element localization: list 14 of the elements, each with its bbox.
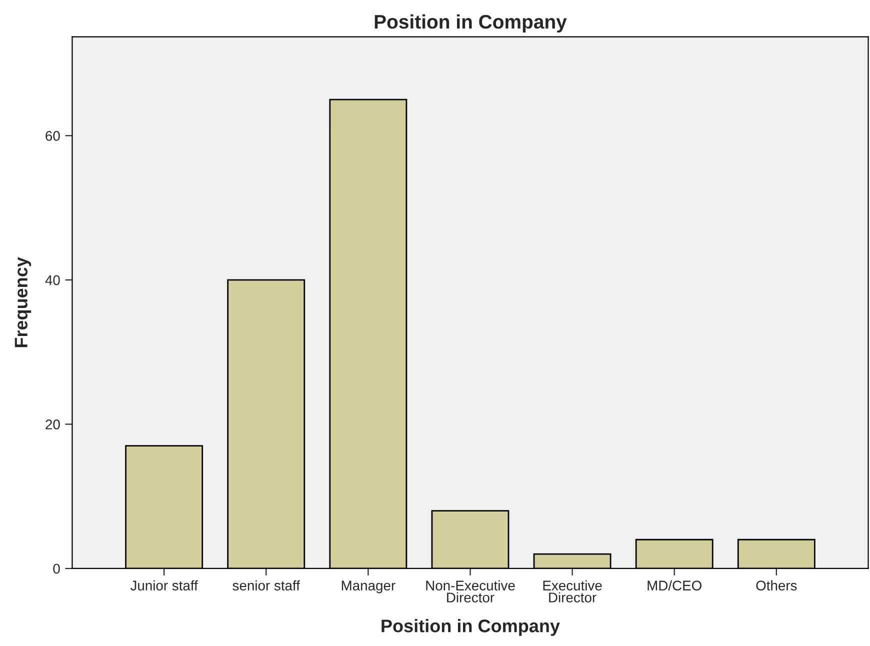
x-tick-label: Executive Director bbox=[543, 580, 602, 602]
y-tick-label: 40 bbox=[45, 275, 60, 286]
y-tick-label: 20 bbox=[46, 420, 60, 430]
x-tick-label: Non-Executive Director bbox=[426, 580, 515, 602]
x-axis-title: Position in Company bbox=[382, 619, 560, 636]
y-axis-title: Frequency bbox=[14, 257, 32, 348]
x-tick-label: MD/CEO bbox=[648, 580, 702, 590]
x-tick-label: Junior staff bbox=[130, 580, 198, 590]
y-tick-label: 60 bbox=[46, 130, 60, 141]
chart-title: Position in Company bbox=[374, 14, 567, 33]
x-tick-label: Others bbox=[756, 580, 797, 590]
x-tick-label: Manager bbox=[342, 580, 396, 594]
x-tick-label: senior staff bbox=[232, 580, 300, 590]
y-tick-label: 0 bbox=[53, 564, 60, 574]
